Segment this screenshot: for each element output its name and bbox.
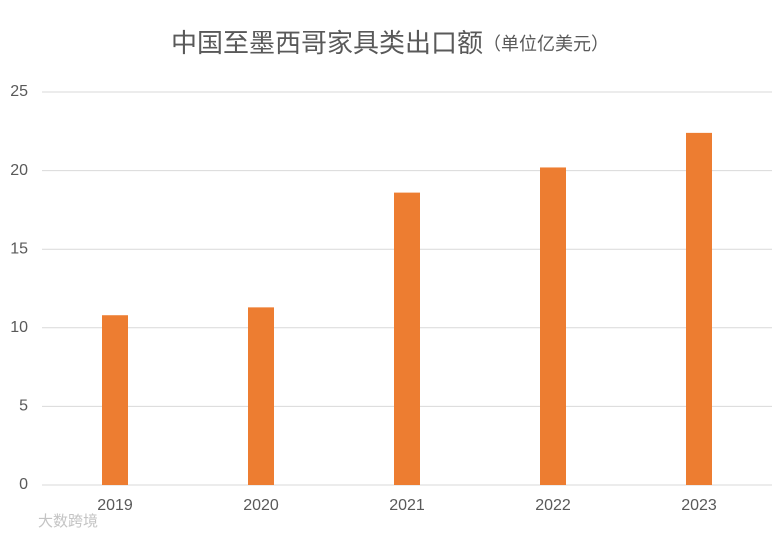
y-tick-label: 0 xyxy=(19,476,28,493)
y-tick-label: 25 xyxy=(10,83,28,100)
x-tick-label: 2020 xyxy=(243,497,279,514)
y-tick-label: 15 xyxy=(10,240,28,257)
x-tick-label: 2021 xyxy=(389,497,425,514)
x-tick-label: 2022 xyxy=(535,497,571,514)
watermark: 大数跨境 xyxy=(38,512,98,530)
chart-title: 中国至墨西哥家具类出口额 xyxy=(171,28,483,58)
chart-subtitle: （单位亿美元） xyxy=(483,34,609,54)
x-tick-label: 2019 xyxy=(97,497,133,514)
y-tick-label: 10 xyxy=(10,319,28,336)
bar xyxy=(394,192,420,485)
bar xyxy=(540,167,566,485)
bar xyxy=(102,315,128,485)
y-tick-label: 5 xyxy=(19,398,28,415)
chart-title-group: 中国至墨西哥家具类出口额（单位亿美元） xyxy=(171,28,609,58)
y-tick-label: 20 xyxy=(10,162,28,179)
bar xyxy=(248,307,274,485)
x-tick-label: 2023 xyxy=(681,497,717,514)
bar xyxy=(686,132,712,485)
